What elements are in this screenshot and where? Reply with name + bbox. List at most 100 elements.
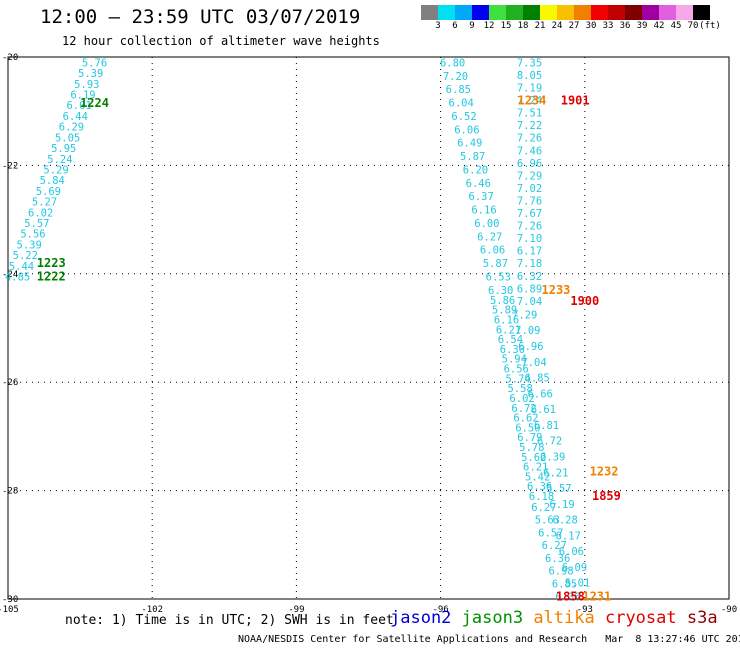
wave-height-label: 7.51 xyxy=(517,108,542,120)
wave-height-label: 5.87 xyxy=(460,151,485,163)
scale-swatch xyxy=(693,5,710,20)
scale-label: 21 xyxy=(534,21,546,31)
wave-height-label: 6.39 xyxy=(540,451,565,463)
scale-swatch xyxy=(489,5,506,20)
scale-swatch xyxy=(574,5,591,20)
wave-height-label: 6.30 xyxy=(488,285,513,297)
scale-label: 6 xyxy=(452,21,458,31)
wave-height-label: 6.06 xyxy=(454,124,479,136)
wave-height-label: 6.06 xyxy=(559,546,584,558)
wave-height-label: 5.57 xyxy=(546,483,571,495)
satellite-name: cryosat xyxy=(604,608,687,628)
wave-height-label: 5.63 xyxy=(535,515,560,527)
scale-label: 15 xyxy=(500,21,512,31)
wave-height-label: 6.37 xyxy=(469,191,494,203)
wave-height-label: 6.89 xyxy=(517,283,542,295)
pass-time-label: 1223 xyxy=(37,256,66,270)
wave-height-label: 6.27 xyxy=(531,502,556,514)
wave-height-label: 5.62 xyxy=(521,452,546,464)
satellite-name: s3a xyxy=(686,608,728,628)
wave-height-label: 5.95 xyxy=(51,143,76,155)
latitude-tick: -22 xyxy=(2,161,18,171)
wave-height-label: 6.79 xyxy=(517,432,542,444)
scale-label: 70 xyxy=(687,21,699,31)
wave-height-label: 6.46 xyxy=(466,178,491,190)
wave-height-label: 7.10 xyxy=(517,233,542,245)
scale-label: 9 xyxy=(469,21,475,31)
scale-swatch xyxy=(625,5,642,20)
scale-label: 24 xyxy=(551,21,563,31)
wave-height-label: 6.21 xyxy=(543,467,568,479)
wave-height-label: 5.56 xyxy=(20,229,45,241)
pass-time-label: 1859 xyxy=(592,489,621,503)
wave-height-label: 6.20 xyxy=(463,164,488,176)
wave-height-label: 6.27 xyxy=(477,231,502,243)
scale-swatch xyxy=(608,5,625,20)
wave-height-label: 5.01 xyxy=(565,578,590,590)
scale-swatch xyxy=(438,5,455,20)
wave-height-label: 6.02 xyxy=(509,393,534,405)
longitude-tick: -93 xyxy=(577,605,593,615)
wave-height-label: 5.94 xyxy=(502,354,527,366)
wave-height-label: 7.26 xyxy=(517,133,542,145)
wave-height-label: 6.98 xyxy=(548,566,573,578)
pass-time-label: 1234 xyxy=(517,93,546,107)
wave-height-label: 5.57 xyxy=(24,218,49,230)
wave-height-label: 6.27 xyxy=(542,540,567,552)
wave-height-label: 5.39 xyxy=(17,239,42,251)
wave-height-label: 6.85 xyxy=(446,84,471,96)
pass-time-label: 1224 xyxy=(80,96,109,110)
wave-height-label: 6.36 xyxy=(545,553,570,565)
wave-height-label: 7.18 xyxy=(517,258,542,270)
pass-time-label: 1232 xyxy=(590,465,619,479)
scale-swatch xyxy=(523,5,540,20)
pass-time-label: 1222 xyxy=(37,270,66,284)
map-frame xyxy=(7,56,730,600)
wave-height-label: 6.02 xyxy=(28,207,53,219)
wave-height-label: 7.04 xyxy=(517,296,542,308)
wave-height-label: 7.20 xyxy=(443,71,468,83)
wave-height-label: 6.81 xyxy=(534,420,559,432)
wave-height-label: 5.86 xyxy=(490,295,515,307)
scale-swatch xyxy=(506,5,523,20)
wave-height-label: 6.28 xyxy=(553,515,578,527)
wave-height-label: 6.17 xyxy=(556,530,581,542)
longitude-tick: -105 xyxy=(0,605,19,615)
wave-height-label: 4.85 xyxy=(5,272,30,284)
scale-label: 3 xyxy=(435,21,441,31)
wave-height-label: 5.84 xyxy=(40,175,65,187)
wave-height-label: 6.54 xyxy=(498,334,523,346)
scale-label: 42 xyxy=(653,21,665,31)
scale-swatch xyxy=(591,5,608,20)
footnote: note: 1) Time is in UTC; 2) SWH is in fe… xyxy=(65,613,394,628)
wave-height-label: 6.50 xyxy=(515,422,540,434)
pass-time-label: 1901 xyxy=(561,93,590,107)
wave-height-label: 7.24 xyxy=(517,95,542,107)
wave-height-label: 6.96 xyxy=(517,158,542,170)
scale-label: 39 xyxy=(636,21,648,31)
wave-height-label: 6.85 xyxy=(525,373,550,385)
wave-height-label: 5.87 xyxy=(483,258,508,270)
wave-height-label: 5.39 xyxy=(78,68,103,80)
scale-swatch xyxy=(659,5,676,20)
longitude-tick: -99 xyxy=(288,605,304,615)
latitude-tick: -24 xyxy=(2,270,18,280)
latitude-tick: -20 xyxy=(2,53,18,63)
wave-height-label: 6.96 xyxy=(518,341,543,353)
wave-height-label: 5.89 xyxy=(492,305,517,317)
wave-height-label: 6.61 xyxy=(531,404,556,416)
wave-height-label: 6.62 xyxy=(513,413,538,425)
wave-height-label: 6.21 xyxy=(496,324,521,336)
wave-height-label: 7.22 xyxy=(517,120,542,132)
map-subtitle: 12 hour collection of altimeter wave hei… xyxy=(62,34,380,48)
wave-height-label: 7.19 xyxy=(517,83,542,95)
wave-height-label: 6.49 xyxy=(457,138,482,150)
color-scale-bar xyxy=(421,5,710,20)
wave-height-label: 5.22 xyxy=(13,250,38,262)
wave-height-label: 6.52 xyxy=(451,111,476,123)
wave-height-label: 6.72 xyxy=(537,436,562,448)
axis-tick-labels: -105 -102 -99 -96 -93 -90 -20 -22 -24 -26 -28 -30 xyxy=(0,53,737,615)
wave-height-label: 6.18 xyxy=(529,491,554,503)
pass-time-label: 1900 xyxy=(570,294,599,308)
